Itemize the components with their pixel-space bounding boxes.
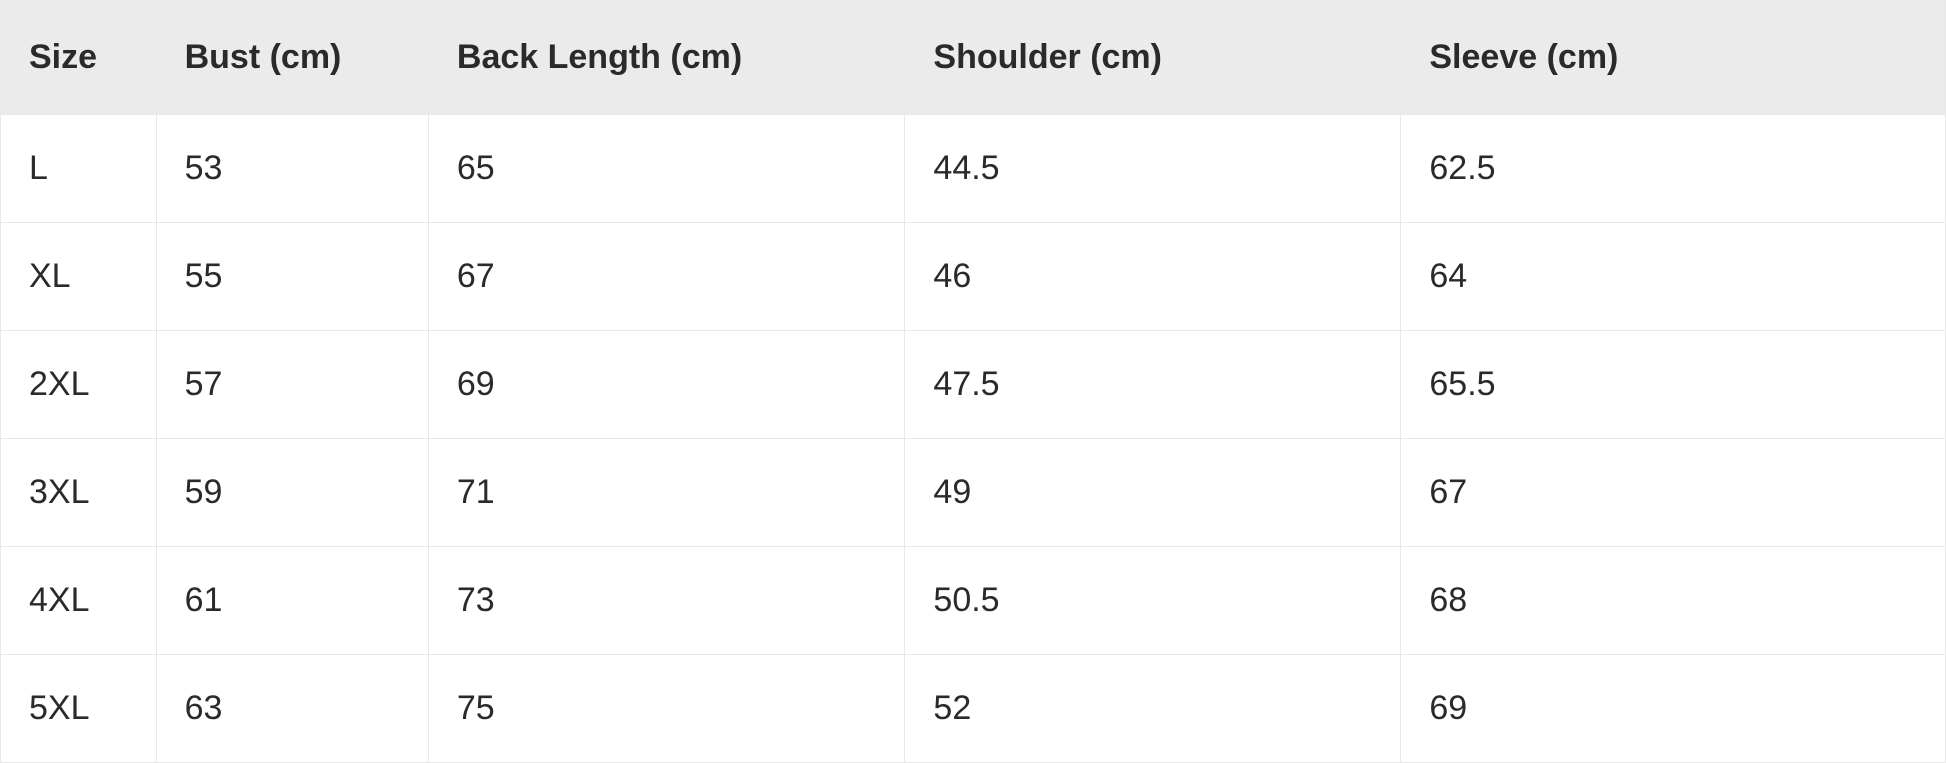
table-row: L 53 65 44.5 62.5	[1, 115, 1946, 223]
cell-back-length: 65	[428, 115, 905, 223]
cell-sleeve: 67	[1401, 439, 1946, 547]
table-body: L 53 65 44.5 62.5 XL 55 67 46 64 2XL 57 …	[1, 115, 1946, 763]
cell-bust: 61	[156, 547, 428, 655]
table-row: 5XL 63 75 52 69	[1, 655, 1946, 763]
cell-shoulder: 49	[905, 439, 1401, 547]
size-chart-table: Size Bust (cm) Back Length (cm) Shoulder…	[0, 0, 1946, 763]
cell-shoulder: 44.5	[905, 115, 1401, 223]
cell-size: 2XL	[1, 331, 157, 439]
cell-back-length: 71	[428, 439, 905, 547]
cell-size: L	[1, 115, 157, 223]
cell-sleeve: 64	[1401, 223, 1946, 331]
cell-sleeve: 62.5	[1401, 115, 1946, 223]
column-header-bust: Bust (cm)	[156, 1, 428, 115]
cell-size: 3XL	[1, 439, 157, 547]
column-header-sleeve: Sleeve (cm)	[1401, 1, 1946, 115]
cell-bust: 59	[156, 439, 428, 547]
column-header-size: Size	[1, 1, 157, 115]
table-row: XL 55 67 46 64	[1, 223, 1946, 331]
cell-back-length: 75	[428, 655, 905, 763]
cell-sleeve: 68	[1401, 547, 1946, 655]
cell-bust: 57	[156, 331, 428, 439]
cell-shoulder: 50.5	[905, 547, 1401, 655]
cell-back-length: 67	[428, 223, 905, 331]
cell-size: XL	[1, 223, 157, 331]
cell-back-length: 69	[428, 331, 905, 439]
cell-shoulder: 46	[905, 223, 1401, 331]
cell-sleeve: 65.5	[1401, 331, 1946, 439]
column-header-shoulder: Shoulder (cm)	[905, 1, 1401, 115]
cell-size: 4XL	[1, 547, 157, 655]
cell-bust: 53	[156, 115, 428, 223]
column-header-back-length: Back Length (cm)	[428, 1, 905, 115]
cell-size: 5XL	[1, 655, 157, 763]
cell-shoulder: 47.5	[905, 331, 1401, 439]
table-row: 4XL 61 73 50.5 68	[1, 547, 1946, 655]
cell-bust: 63	[156, 655, 428, 763]
cell-sleeve: 69	[1401, 655, 1946, 763]
table-row: 2XL 57 69 47.5 65.5	[1, 331, 1946, 439]
cell-bust: 55	[156, 223, 428, 331]
table-header: Size Bust (cm) Back Length (cm) Shoulder…	[1, 1, 1946, 115]
table-row: 3XL 59 71 49 67	[1, 439, 1946, 547]
cell-shoulder: 52	[905, 655, 1401, 763]
cell-back-length: 73	[428, 547, 905, 655]
